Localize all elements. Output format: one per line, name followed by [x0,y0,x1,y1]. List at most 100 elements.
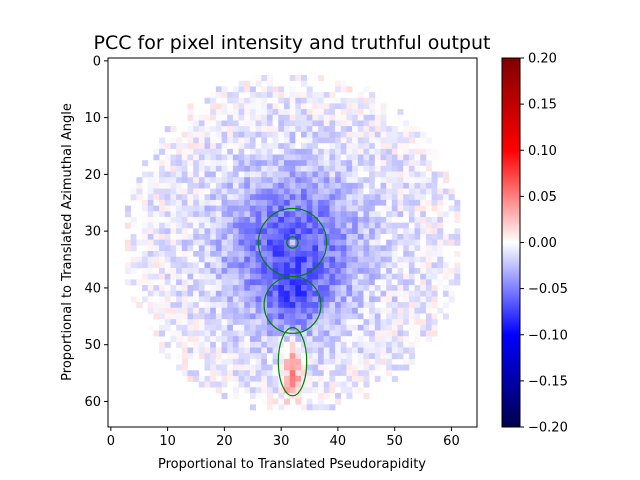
heatmap-cell [204,211,211,218]
heatmap-cell [210,296,217,303]
heatmap-cell [272,341,279,348]
heatmap-cell [340,177,347,184]
heatmap-cell [215,137,222,144]
heatmap-cell [278,199,285,206]
heatmap-cell [335,171,342,178]
heatmap-cell [369,245,376,252]
heatmap-cell [346,216,353,223]
heatmap-cell [346,353,353,360]
heatmap-cell [374,251,381,258]
heatmap-cell [352,222,359,229]
heatmap-cell [255,75,262,82]
heatmap-cell [352,160,359,167]
heatmap-cell [278,392,285,399]
heatmap-cell [181,222,188,229]
heatmap-cell [454,233,461,241]
heatmap-cell [363,103,370,110]
heatmap-cell [255,358,262,365]
heatmap-cell [272,375,279,382]
heatmap-cell [374,268,381,275]
heatmap-cell [198,228,205,235]
heatmap-cell [153,216,160,223]
heatmap-cell [369,256,376,263]
heatmap-cell [244,205,251,212]
heatmap-cell [221,188,228,195]
y-tick-label: 60 [84,395,101,410]
heatmap-cell [340,268,347,275]
heatmap-cell [289,182,296,189]
heatmap-cell [318,126,325,133]
heatmap-cell [323,256,330,263]
heatmap-cell [408,279,415,286]
heatmap-cell [346,188,353,195]
heatmap-cell [227,358,234,365]
heatmap-cell [204,222,211,229]
heatmap-cell [408,307,415,314]
heatmap-cell [357,330,364,337]
heatmap-cell [170,216,177,223]
heatmap-cell [266,114,273,121]
heatmap-cell [147,273,154,280]
heatmap-cell [431,182,438,189]
heatmap-cell [380,137,387,144]
heatmap-cell [232,160,239,167]
heatmap-cell [301,131,308,138]
heatmap-cell [181,358,188,365]
heatmap-cell [369,307,376,314]
heatmap-cell [215,131,222,138]
heatmap-cell [289,353,296,360]
heatmap-cell [329,143,336,150]
heatmap-cell [408,330,415,337]
heatmap-cell [306,137,313,144]
heatmap-cell [403,211,410,218]
heatmap-cell [147,205,154,212]
heatmap-cell [125,245,132,252]
heatmap-cell [386,177,393,184]
heatmap-cell [170,233,177,241]
heatmap-cell [329,290,336,297]
heatmap-cell [176,336,183,343]
heatmap-cell [306,143,313,150]
heatmap-cell [391,182,398,189]
heatmap-cell [249,205,256,212]
heatmap-cell [340,199,347,206]
heatmap-cell [397,296,404,303]
heatmap-cell [408,216,415,223]
heatmap-cell [363,97,370,104]
heatmap-cell [340,120,347,127]
heatmap-cell [261,194,268,201]
heatmap-cell [442,313,449,320]
heatmap-cell [227,330,234,337]
heatmap-cell [425,307,432,314]
heatmap-cell [380,341,387,348]
heatmap-cell [278,92,285,99]
heatmap-cell [323,302,330,309]
heatmap-cell [374,131,381,138]
heatmap-cell [289,137,296,144]
heatmap-cell [312,239,319,246]
heatmap-cell [289,239,296,246]
heatmap-cell [238,381,245,388]
heatmap-cell [431,262,438,269]
heatmap-cell [221,392,228,399]
heatmap-cell [198,290,205,297]
heatmap-cell [266,126,273,133]
heatmap-cell [193,353,200,360]
heatmap-cell [261,182,268,189]
heatmap-cell [329,205,336,212]
heatmap-cell [340,353,347,360]
heatmap-cell [238,154,245,161]
heatmap-cell [278,307,285,314]
heatmap-cell [204,251,211,258]
heatmap-cell [363,137,370,144]
heatmap-cell [147,268,154,275]
heatmap-cell [147,262,154,269]
heatmap-cell [448,211,455,218]
heatmap-cell [391,216,398,223]
heatmap-cell [391,131,398,138]
heatmap-cell [255,154,262,161]
heatmap-cell [318,160,325,167]
heatmap-cell [266,313,273,320]
heatmap-cell [193,330,200,337]
heatmap-cell [255,302,262,309]
